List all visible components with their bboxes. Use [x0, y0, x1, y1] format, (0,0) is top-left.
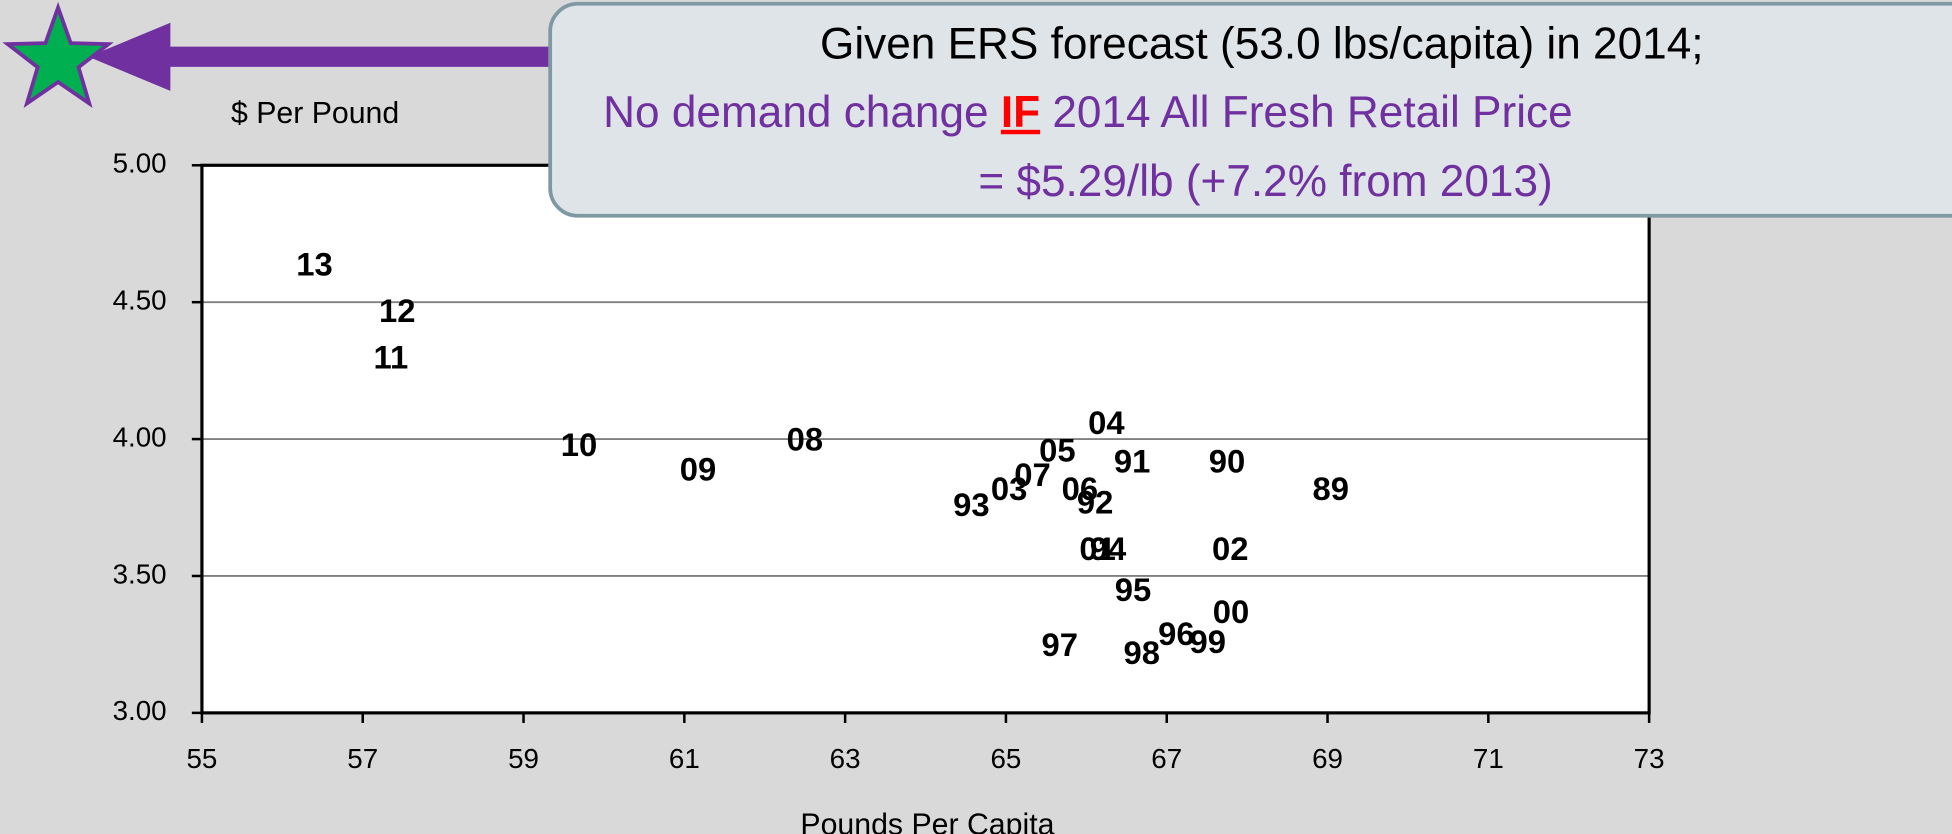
- point-label: 91: [1114, 442, 1150, 479]
- annotation-line: No demand change IF 2014 All Fresh Retai…: [603, 87, 1573, 136]
- point-label: 04: [1088, 404, 1125, 441]
- x-tick-label: 71: [1473, 743, 1504, 774]
- ticks: 3.00 3.50 4.00 4.50 5.00 55 57 59 61 63 65 67 69 71 73: [113, 148, 1665, 775]
- point-label: 09: [680, 451, 716, 488]
- y-tick-label: 3.00: [113, 695, 167, 726]
- point-label: 02: [1212, 530, 1248, 567]
- y-tick-label: 5.00: [113, 148, 167, 179]
- point-label: 01: [1079, 530, 1115, 567]
- annotation-box: [548, 1, 1952, 218]
- y-tick-label: 3.50: [113, 558, 167, 589]
- point-label: 11: [374, 338, 409, 375]
- annotation-text: No demand change: [603, 87, 1001, 136]
- point-label: 92: [1077, 483, 1113, 520]
- annotation-line: Given ERS forecast (53.0 lbs/capita) in …: [820, 19, 1704, 68]
- point-label: 98: [1124, 634, 1160, 671]
- point-label: 06: [1062, 470, 1098, 507]
- point-label: 07: [1014, 456, 1050, 493]
- annotation-emphasis: IF: [1001, 87, 1040, 136]
- x-tick-label: 63: [830, 743, 861, 774]
- x-tick-label: 59: [508, 743, 539, 774]
- point-label: 05: [1039, 431, 1075, 468]
- x-tick-label: 67: [1151, 743, 1182, 774]
- x-tick-label: 69: [1312, 743, 1343, 774]
- point-label: 94: [1090, 530, 1127, 567]
- x-tick-label: 57: [347, 743, 378, 774]
- x-axis-label: Pounds Per Capita: [800, 808, 1054, 834]
- point-label: 00: [1213, 593, 1249, 630]
- annotation-text: 2014 All Fresh Retail Price: [1040, 87, 1573, 136]
- star: [2, 1, 114, 109]
- y-axis-label: $ Per Pound: [231, 97, 399, 130]
- point-label: 95: [1115, 571, 1151, 608]
- y-tick-label: 4.00: [113, 421, 167, 452]
- x-tick-label: 61: [669, 743, 700, 774]
- point-label: 13: [296, 245, 332, 282]
- point-label: 93: [953, 486, 989, 523]
- point-label: 96: [1158, 615, 1194, 652]
- point-label: 12: [379, 292, 415, 329]
- point-label: 97: [1042, 626, 1078, 663]
- point-label: 03: [991, 470, 1027, 507]
- x-tick-label: 55: [186, 743, 217, 774]
- point-label: 99: [1189, 623, 1225, 660]
- y-tick-label: 4.50: [113, 285, 167, 316]
- arrow-head: [88, 22, 171, 91]
- annotation-line: = $5.29/lb (+7.2% from 2013): [978, 157, 1552, 206]
- x-tick-label: 65: [990, 743, 1021, 774]
- point-label: 89: [1313, 470, 1349, 507]
- point-label: 90: [1209, 442, 1245, 479]
- point-label: 10: [561, 426, 597, 463]
- point-label: 08: [787, 420, 823, 457]
- x-tick-label: 73: [1634, 743, 1665, 774]
